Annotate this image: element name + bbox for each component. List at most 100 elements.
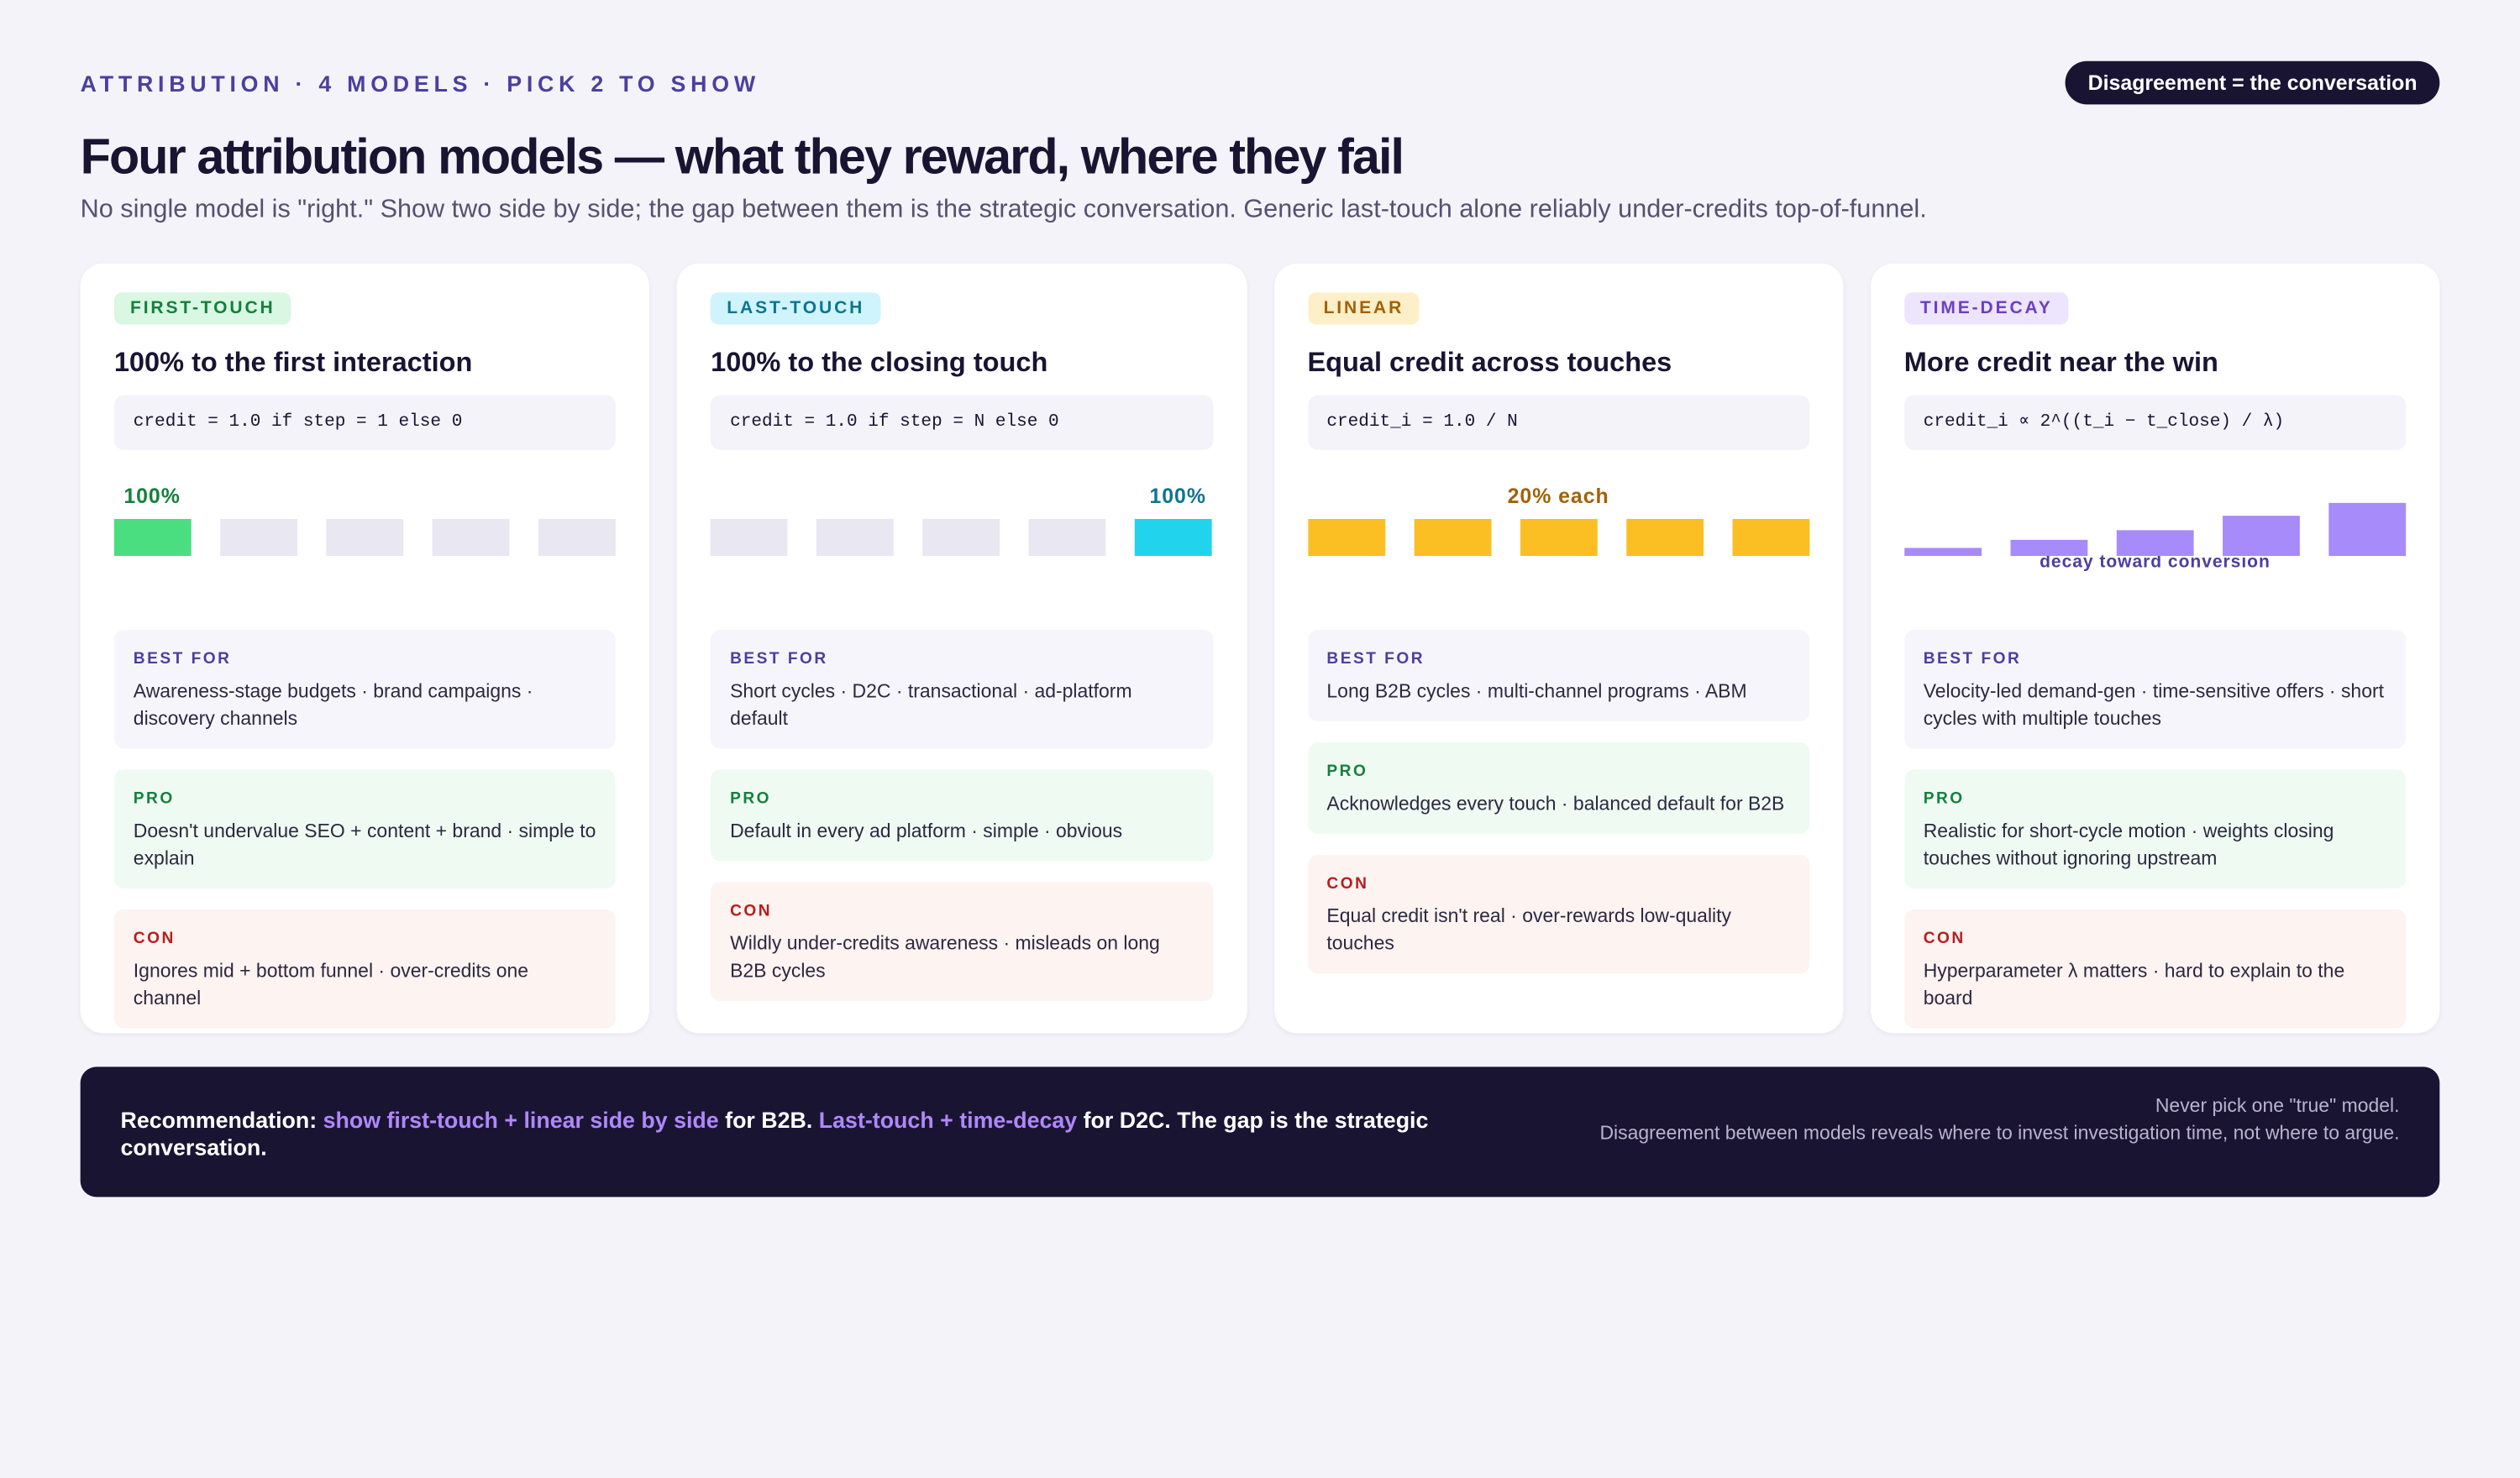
pro-box: PRO Realistic for short-cycle motion · we… xyxy=(1903,769,2407,889)
box-label: CON xyxy=(1326,875,1369,894)
bar-row xyxy=(711,517,1213,556)
rec-lead: Recommendation: xyxy=(120,1107,323,1133)
pro-box: PRO Doesn't undervalue SEO + content + br… xyxy=(113,769,617,889)
best-for-box: BEST FOR Long B2B cycles · multi-channel … xyxy=(1307,630,1809,722)
bar xyxy=(1413,518,1491,556)
bar xyxy=(113,518,192,556)
box-label: BEST FOR xyxy=(1326,650,1425,668)
box-label: PRO xyxy=(133,790,175,809)
note-line: Never pick one "true" model. xyxy=(2155,1093,2400,1117)
best-for-box: BEST FOR Awareness-stage budgets · brand … xyxy=(113,630,617,749)
box-text: Hyperparameter λ matters · hard to expla… xyxy=(1923,959,2345,1009)
subtitle: No single model is "right." Show two sid… xyxy=(80,196,1927,223)
con-box: CON Ignores mid + bottom funnel · over-cr… xyxy=(113,909,617,1029)
bar xyxy=(432,518,510,556)
model-tag: LAST-TOUCH xyxy=(711,292,881,325)
bar xyxy=(711,518,789,556)
card-title: 100% to the closing touch xyxy=(711,347,1048,378)
bar xyxy=(326,518,404,556)
box-text: Acknowledges every touch · balanced defa… xyxy=(1326,792,1785,815)
bar xyxy=(538,518,617,556)
card-title: More credit near the win xyxy=(1903,347,2218,378)
model-tag: LINEAR xyxy=(1307,292,1420,325)
best-for-box: BEST FOR Velocity-led demand-gen · time-s… xyxy=(1903,630,2407,749)
box-label: CON xyxy=(1923,930,1966,948)
box-text: Ignores mid + bottom funnel · over-credi… xyxy=(133,959,529,1009)
bar-row xyxy=(1903,501,2407,556)
title: Four attribution models — what they rewa… xyxy=(80,128,1404,186)
bar xyxy=(922,518,1000,556)
con-box: CON Equal credit isn't real · over-reward… xyxy=(1307,854,1809,974)
model-card: FIRST-TOUCH 100% to the first interaction… xyxy=(80,263,650,1034)
box-label: CON xyxy=(133,930,176,948)
note-line: Disagreement between models reveals wher… xyxy=(1599,1121,2400,1145)
box-text: Doesn't undervalue SEO + content + brand… xyxy=(133,819,596,870)
bar-row xyxy=(1307,517,1809,556)
box-text: Long B2B cycles · multi-channel programs… xyxy=(1326,679,1747,703)
box-text: Short cycles · D2C · transactional · ad-… xyxy=(730,679,1132,730)
recommendation: Recommendation: show first-touch + linea… xyxy=(80,1067,2440,1198)
cards: FIRST-TOUCH 100% to the first interaction… xyxy=(80,263,2440,1034)
card-title: 100% to the first interaction xyxy=(113,347,473,378)
box-text: Velocity-led demand-gen · time-sensitive… xyxy=(1923,679,2385,730)
bar-label: 100% xyxy=(1149,483,1206,508)
box-label: BEST FOR xyxy=(730,650,828,668)
box-text: Wildly under-credits awareness · mislead… xyxy=(730,931,1160,983)
con-box: CON Wildly under-credits awareness · misl… xyxy=(711,882,1213,1001)
credit-bars: 100% xyxy=(113,450,617,630)
credit-bars: 100% xyxy=(711,450,1213,630)
model-tag: TIME-DECAY xyxy=(1903,292,2069,325)
bar xyxy=(1307,518,1385,556)
recommendation-text: Recommendation: show first-touch + linea… xyxy=(120,1107,1502,1161)
box-label: PRO xyxy=(1326,763,1368,781)
credit-bars: 20% each xyxy=(1307,450,1809,630)
bar xyxy=(1731,518,1809,556)
credit-bars: decay toward conversion xyxy=(1903,450,2407,630)
bar xyxy=(220,518,298,556)
pro-box: PRO Default in every ad platform · simple… xyxy=(711,769,1213,862)
bar xyxy=(2010,539,2088,556)
bar-row xyxy=(113,517,617,556)
bar xyxy=(2222,516,2300,556)
model-card: LINEAR Equal credit across touches credit_… xyxy=(1273,263,1844,1034)
box-text: Default in every ad platform · simple · … xyxy=(730,819,1123,842)
formula: credit_i = 1.0 / N xyxy=(1307,395,1809,450)
model-tag: FIRST-TOUCH xyxy=(113,292,291,325)
formula: credit = 1.0 if step = 1 else 0 xyxy=(113,395,617,450)
model-card: TIME-DECAY More credit near the win credit… xyxy=(1870,263,2440,1034)
box-label: PRO xyxy=(1923,790,1965,809)
best-for-box: BEST FOR Short cycles · D2C · transaction… xyxy=(711,630,1213,749)
bar-label: decay toward conversion xyxy=(2040,553,2271,573)
box-text: Awareness-stage budgets · brand campaign… xyxy=(133,679,533,730)
formula: credit = 1.0 if step = N else 0 xyxy=(711,395,1213,450)
rec-text: for B2B. xyxy=(718,1107,819,1133)
recommendation-note: Never pick one "true" model. Disagreemen… xyxy=(1564,1093,2400,1147)
box-label: PRO xyxy=(730,790,772,809)
bar-label: 100% xyxy=(123,483,181,508)
pro-box: PRO Acknowledges every touch · balanced d… xyxy=(1307,742,1809,834)
rec-highlight: show first-touch + linear side by side xyxy=(323,1107,719,1133)
bar-label: 20% each xyxy=(1507,483,1609,508)
con-box: CON Hyperparameter λ matters · hard to ex… xyxy=(1903,909,2407,1029)
bar xyxy=(1520,518,1598,556)
badge: Disagreement = the conversation xyxy=(2065,60,2440,105)
bar xyxy=(2116,530,2194,556)
bar xyxy=(1625,518,1704,556)
formula: credit_i ∝ 2^((t_i − t_close) / λ) xyxy=(1903,395,2407,450)
card-title: Equal credit across touches xyxy=(1307,347,1672,378)
box-label: BEST FOR xyxy=(133,650,232,668)
model-card: LAST-TOUCH 100% to the closing touch credi… xyxy=(676,263,1247,1034)
eyebrow: ATTRIBUTION · 4 MODELS · PICK 2 TO SHOW xyxy=(80,71,760,97)
box-label: CON xyxy=(730,903,773,921)
bar xyxy=(1135,518,1213,556)
box-label: BEST FOR xyxy=(1923,650,2022,668)
box-text: Realistic for short-cycle motion · weigh… xyxy=(1923,819,2334,870)
rec-text: for D2C. The gap is the strategic conver… xyxy=(120,1107,1429,1161)
bar xyxy=(1029,518,1107,556)
bar xyxy=(2328,502,2407,556)
box-text: Equal credit isn't real · over-rewards l… xyxy=(1326,904,1732,955)
rec-highlight: Last-touch + time-decay xyxy=(818,1107,1078,1133)
bar xyxy=(816,518,895,556)
